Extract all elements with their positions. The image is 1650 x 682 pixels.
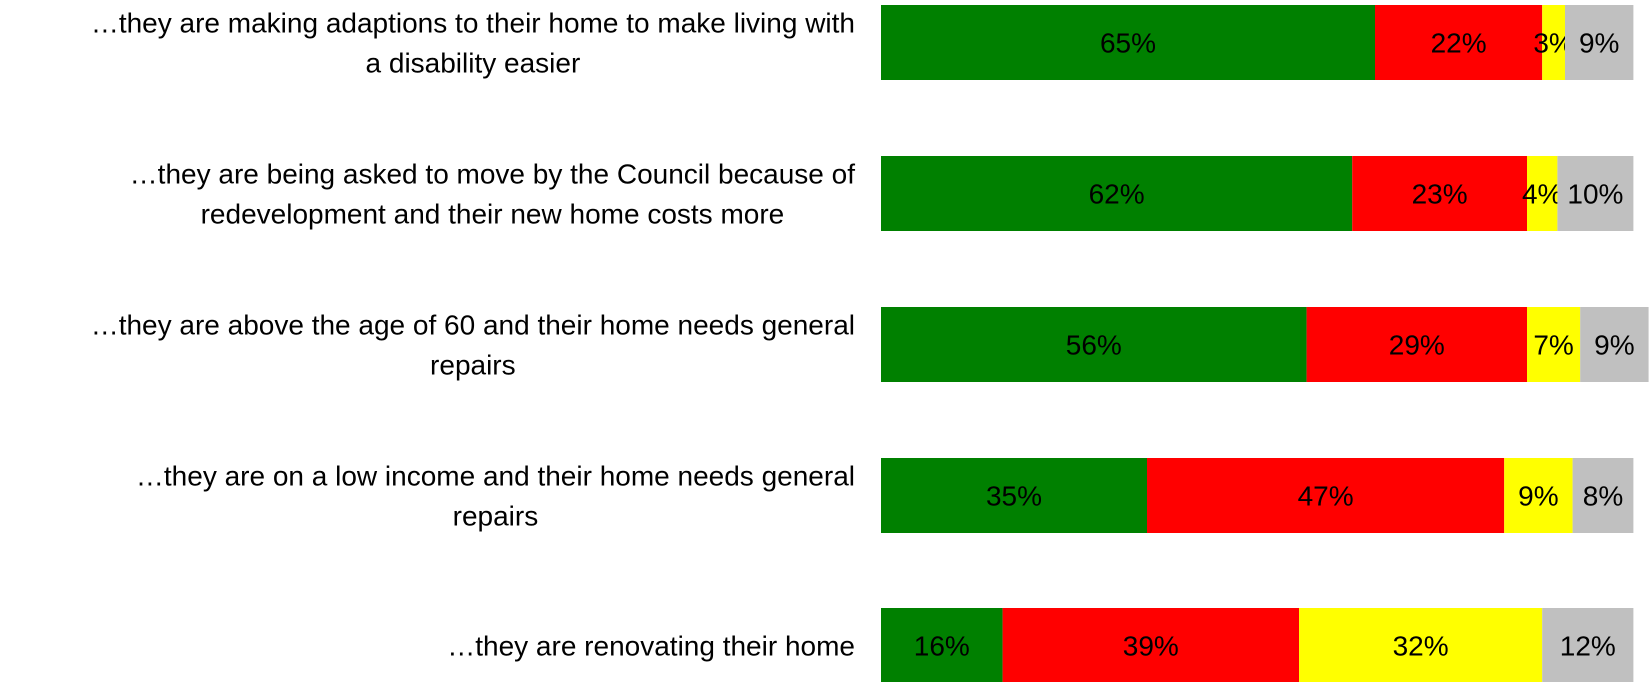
bar-area: 65% 22% 3% 9%62% 23% 4% 10%56% 29% 7% 9%35% 47% 9% 8…: [881, 5, 1649, 682]
data-label: 16%: [914, 631, 970, 662]
bar-segment: [1557, 156, 1634, 231]
bar-segment: [1002, 608, 1299, 682]
category-label: …they are above the age of 60 and their …: [91, 310, 855, 381]
bar-segment: [1306, 307, 1527, 382]
category-label-line: redevelopment and their new home costs m…: [201, 199, 785, 230]
data-label: 9%: [1594, 330, 1634, 361]
category-label-line: …they are renovating their home: [447, 631, 855, 662]
bar-segment: [1504, 458, 1573, 533]
bar-segment: [1542, 5, 1565, 80]
bar-segment: [1299, 608, 1543, 682]
category-label-line: …they are being asked to move by the Cou…: [130, 159, 856, 190]
data-label: 9%: [1579, 28, 1619, 59]
data-label: 56%: [1066, 330, 1122, 361]
data-label: 7%: [1533, 330, 1573, 361]
bar-segment: [1527, 307, 1581, 382]
data-label: 4%: [1522, 179, 1562, 210]
category-label: …they are renovating their home: [447, 631, 855, 662]
data-label: 9%: [1518, 481, 1558, 512]
data-label: 8%: [1583, 481, 1623, 512]
data-label: 39%: [1123, 631, 1179, 662]
bar-segment: [1542, 608, 1634, 682]
bar-segment: [1147, 458, 1505, 533]
category-labels: …they are making adaptions to their home…: [91, 8, 856, 662]
bar-segment: [881, 458, 1147, 533]
bar-segment: [1580, 307, 1649, 382]
category-label: …they are on a low income and their home…: [136, 461, 855, 532]
category-label-line: …they are above the age of 60 and their …: [91, 310, 855, 341]
category-label: …they are making adaptions to their home…: [91, 8, 855, 79]
data-label: 47%: [1298, 481, 1354, 512]
data-label: 62%: [1089, 179, 1145, 210]
category-label-line: …they are making adaptions to their home…: [91, 8, 855, 39]
data-label: 35%: [986, 481, 1042, 512]
bar-segment: [881, 307, 1307, 382]
bar-segment: [1375, 5, 1543, 80]
category-label-line: a disability easier: [366, 48, 581, 79]
bar-segment: [1565, 5, 1634, 80]
bar-segment: [1527, 156, 1558, 231]
data-label: 22%: [1431, 28, 1487, 59]
data-label: 10%: [1567, 179, 1623, 210]
data-label: 12%: [1560, 631, 1616, 662]
bar-segment: [881, 608, 1003, 682]
data-label: 29%: [1389, 330, 1445, 361]
data-label: 23%: [1412, 179, 1468, 210]
category-label-line: repairs: [453, 501, 539, 532]
category-label: …they are being asked to move by the Cou…: [130, 159, 856, 230]
category-label-line: …they are on a low income and their home…: [136, 461, 855, 492]
bar-segment: [881, 5, 1375, 80]
category-label-line: repairs: [430, 350, 516, 381]
bar-segment: [881, 156, 1353, 231]
bar-segment: [1572, 458, 1634, 533]
data-label: 32%: [1393, 631, 1449, 662]
data-label: 65%: [1100, 28, 1156, 59]
bar-segment: [1352, 156, 1527, 231]
